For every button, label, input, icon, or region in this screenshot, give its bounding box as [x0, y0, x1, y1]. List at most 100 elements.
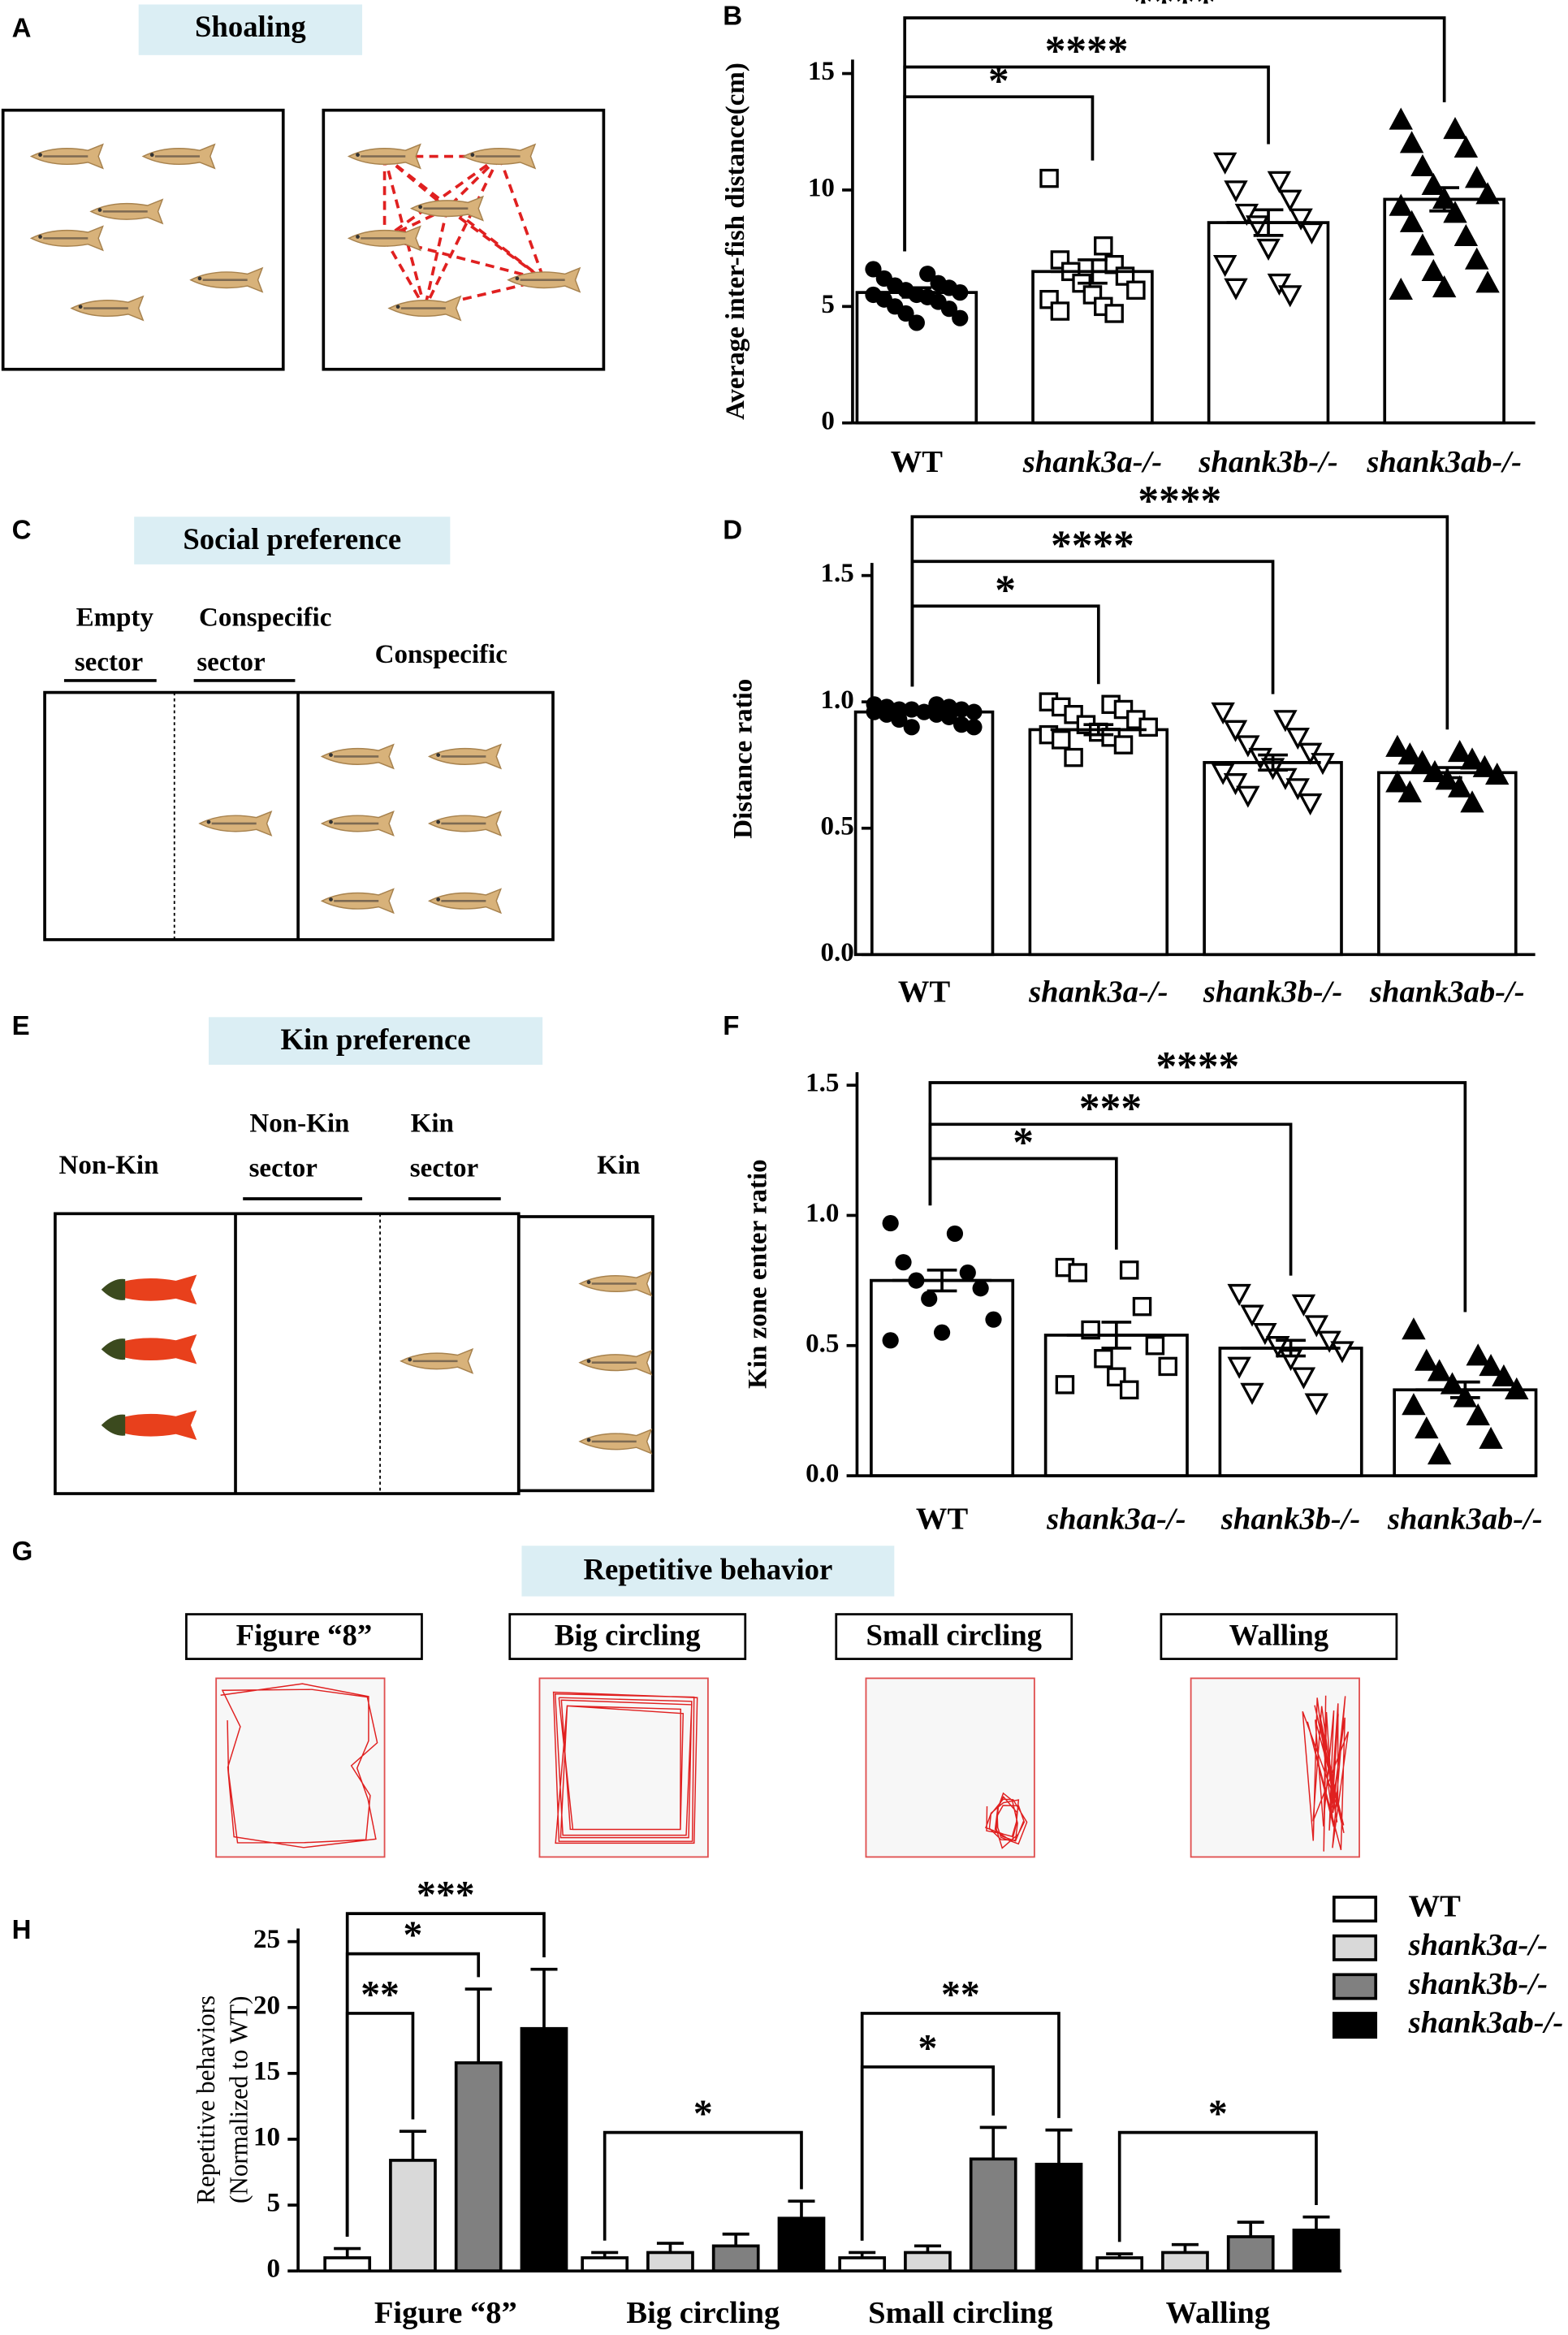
y-axis-label: Kin zone enter ratio [744, 1159, 773, 1389]
data-point [1051, 730, 1071, 750]
data-point [1132, 1296, 1152, 1317]
fish-eye [418, 205, 423, 210]
significance-bracket [910, 515, 1449, 730]
fish-icon [189, 266, 264, 293]
error-bar [464, 1987, 492, 2063]
error-bar [1241, 1338, 1341, 1358]
pattern-label: Figure “8” [236, 1618, 373, 1651]
data-point [1410, 154, 1435, 176]
data-point [1113, 735, 1134, 755]
y-axis-label: (Normalized to WT) [225, 1996, 253, 2204]
error-bar [1050, 723, 1147, 737]
arena [1, 108, 285, 371]
y-tick-label: 15 [808, 57, 835, 86]
data-point [965, 719, 983, 736]
data-point [1427, 1359, 1452, 1382]
significance-bracket [860, 2012, 1060, 2241]
panel-letter: D [723, 514, 742, 544]
y-tick-label: 0 [821, 406, 835, 435]
error-bar [530, 1967, 558, 2029]
significance-label: * [1013, 1120, 1034, 1166]
error-bar [1402, 186, 1487, 213]
data-point [1240, 1382, 1264, 1405]
bar [838, 2256, 887, 2272]
zone-label: sector [197, 647, 265, 677]
data-point [1317, 1330, 1341, 1353]
error-bar [875, 286, 959, 299]
significance-bracket [1117, 2130, 1318, 2242]
error-bar [1225, 753, 1321, 772]
data-point [1415, 1348, 1439, 1371]
data-point [1447, 740, 1472, 763]
x-tick-label: Walling [1166, 2296, 1271, 2330]
significance-label: ** [941, 1974, 980, 2017]
significance-bracket [910, 604, 1100, 687]
diagrams: Shoaling Social preference Empty sector … [1, 4, 895, 1597]
data-point [1443, 116, 1467, 140]
data-point [1399, 210, 1424, 232]
data-point [1479, 1426, 1503, 1449]
trajectory [220, 1683, 378, 1849]
data-point [919, 266, 936, 283]
fish-icon [347, 225, 421, 252]
data-point [1138, 717, 1158, 737]
fish-eye [436, 819, 441, 824]
panel-title: Social preference [183, 522, 401, 556]
data-point [1223, 773, 1248, 796]
zone-label: Empty [76, 603, 154, 632]
fish-icon [320, 810, 395, 837]
fish-eye [97, 208, 102, 212]
pattern-label-box [508, 1613, 747, 1660]
legend-label: shank3b-/- [1408, 1967, 1548, 2001]
data-point [1267, 273, 1292, 296]
distance-line [446, 207, 546, 282]
fish-eye [38, 153, 42, 158]
fish-icon [578, 1349, 653, 1376]
data-point [1119, 1260, 1139, 1280]
data-point [1064, 747, 1083, 768]
y-tick-label: 5 [267, 2189, 281, 2218]
significance-label: **** [1133, 0, 1216, 25]
data-point [953, 716, 970, 733]
panel-letter: G [12, 1536, 33, 1566]
y-tick-label: 0.5 [820, 811, 853, 841]
fish-icon [29, 225, 104, 252]
significance-label: * [995, 567, 1016, 613]
panel-letter: E [12, 1010, 30, 1040]
legend-label: shank3ab-/- [1408, 2005, 1564, 2039]
zone-label: Kin [411, 1109, 454, 1139]
data-point [972, 1280, 989, 1297]
y-tick-label: 25 [253, 1925, 280, 1954]
bar [323, 2256, 372, 2272]
x-tick-label: shank3b-/- [1203, 975, 1342, 1010]
data-point [1454, 135, 1479, 158]
data-point [1236, 735, 1260, 758]
panel-letter: C [12, 514, 32, 544]
bar [1028, 728, 1169, 957]
distance-line [383, 155, 546, 282]
data-point [1211, 702, 1235, 725]
significance-bracket [603, 2130, 803, 2241]
bar [454, 2061, 503, 2272]
data-point [1427, 1442, 1452, 1465]
x-tick-label: shank3a-/- [1046, 1503, 1186, 1537]
fish-eye [356, 235, 360, 239]
bar [389, 2159, 437, 2272]
data-point [1050, 301, 1070, 321]
data-point [1285, 728, 1310, 750]
data-point [1466, 1343, 1490, 1366]
bar [646, 2251, 694, 2272]
significance-label: * [1208, 2093, 1228, 2135]
data-point [1223, 720, 1248, 742]
data-point [1447, 775, 1472, 798]
fish-icon [427, 743, 503, 770]
panel-title: Kin preference [280, 1023, 470, 1056]
pattern-label: Big circling [555, 1618, 701, 1651]
fish-icon [578, 1270, 653, 1297]
fish-icon [29, 143, 104, 170]
significance-label: *** [417, 1874, 475, 1917]
fish-eye [408, 1357, 413, 1362]
fish-eye [586, 1438, 591, 1442]
fish-eye [586, 1280, 591, 1285]
title-box [521, 1546, 895, 1597]
